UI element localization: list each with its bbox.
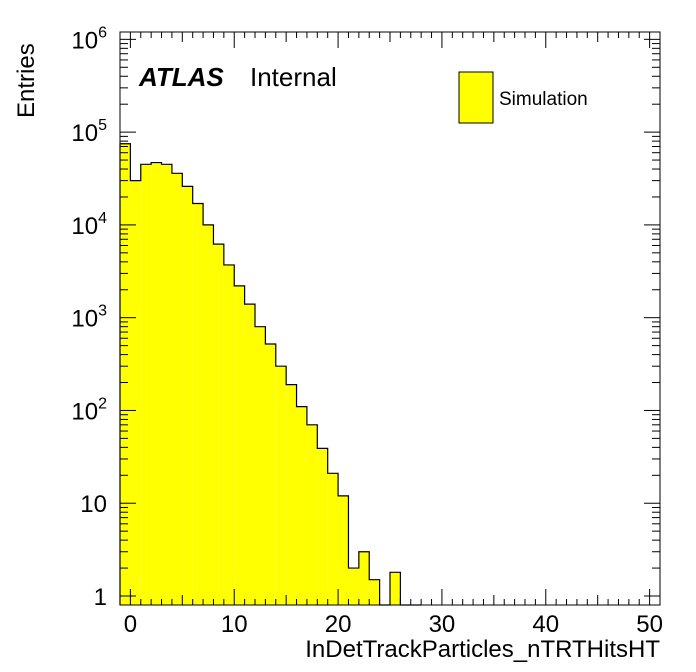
histogram-bin [234,285,245,605]
axes [119,31,661,606]
histogram-bin [192,203,204,605]
x-tick-label: 40 [532,611,559,638]
histogram-bin [223,264,235,605]
x-tick-label: 0 [124,611,137,638]
histogram-bin [130,180,141,605]
histogram-bin [265,344,276,605]
legend-swatch [458,71,494,124]
histogram-bin [306,424,318,605]
y-tick-label: 102 [71,395,107,425]
histogram-bin [182,186,193,605]
atlas-label: ATLAS [138,62,224,92]
x-tick-label: 30 [429,611,456,638]
histogram-bin [358,551,370,605]
y-tick-label: 106 [71,24,107,54]
x-tick-label: 20 [325,611,352,638]
histogram-bin [286,384,297,605]
x-tick-labels: 0 10 20 30 40 50 [124,611,663,638]
histogram-bin [213,244,224,606]
histogram-bin [120,143,131,606]
histogram-bin [244,304,255,605]
histogram-bin [171,173,183,605]
histogram-bin [317,448,328,605]
histogram-bin [140,164,152,605]
histogram-bin [161,164,172,605]
x-axis-label: InDetTrackParticles_nTRTHitsHT [305,636,660,663]
histogram-bin [203,224,214,606]
y-tick-label: 105 [71,117,107,147]
y-tick-label: 103 [71,303,107,333]
legend-label: Simulation [499,89,588,110]
histogram-outline [119,143,422,606]
histogram-bin [327,473,339,605]
y-axis-label: Entries [13,43,40,118]
x-tick-label: 50 [636,611,663,638]
histogram-bin [369,579,380,605]
y-tick-label: 10 [80,491,107,518]
histogram-bin [338,495,349,605]
y-tick-labels: 1 10 102 103 104 105 106 [71,24,107,611]
histogram-bars [119,143,422,606]
x-tick-label: 10 [221,611,248,638]
y-tick-label: 104 [71,210,107,240]
histogram-bin [296,406,307,605]
status-label: Internal [250,62,337,92]
y-tick-label: 1 [94,584,107,611]
histogram-bin [255,326,266,605]
histogram-bin [390,572,401,605]
histogram-bin [275,366,287,605]
histogram-bin [348,568,359,605]
histogram-bin [151,162,162,605]
